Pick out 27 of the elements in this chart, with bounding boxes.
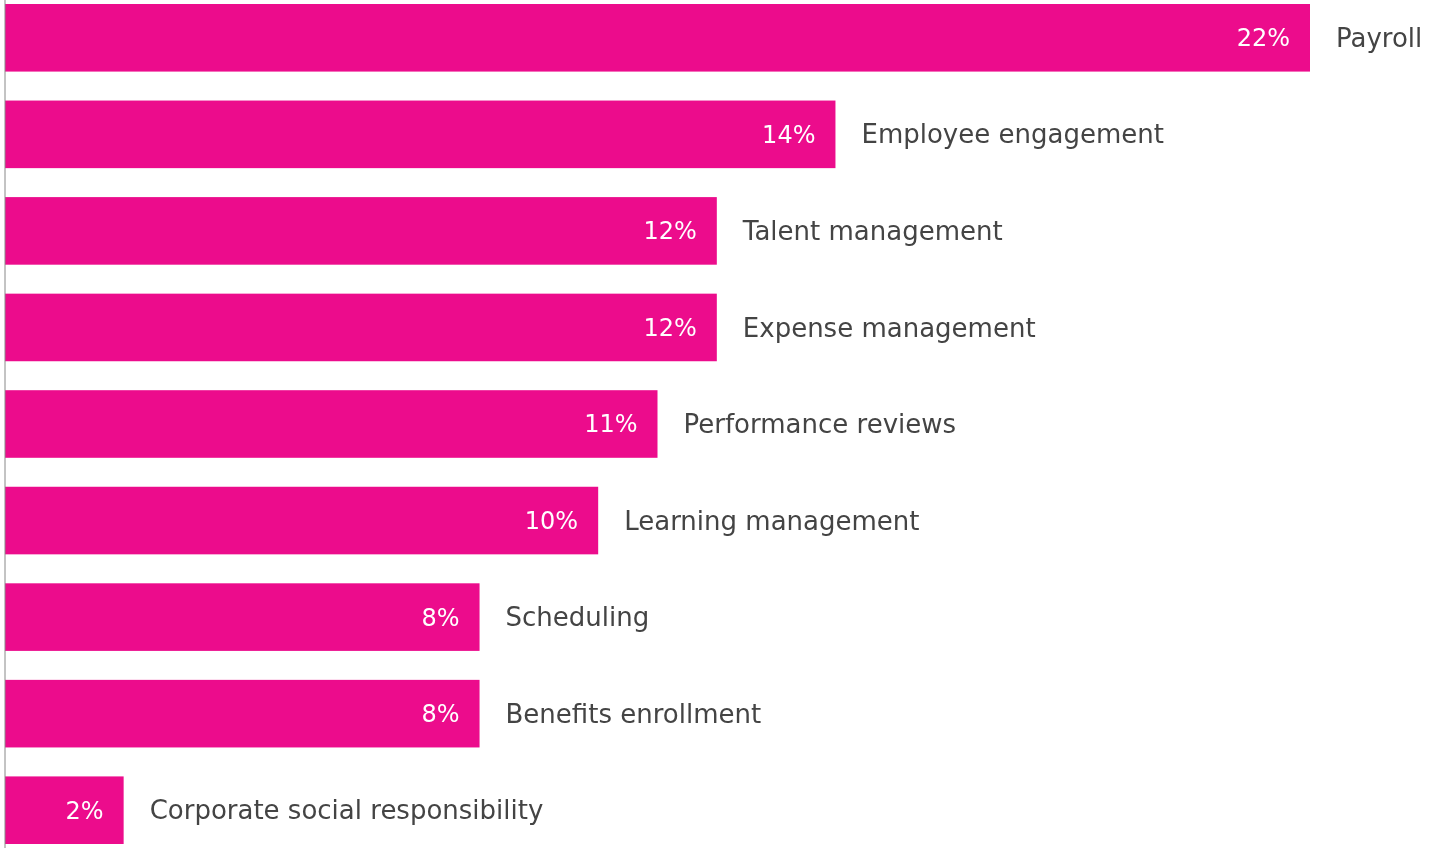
data-label: 22% bbox=[1236, 24, 1290, 53]
y-tick-label: Corporate social responsibility bbox=[149, 795, 544, 826]
data-label: 2% bbox=[65, 796, 104, 825]
data-label: 8% bbox=[421, 700, 460, 729]
bar bbox=[5, 197, 717, 265]
data-label: 10% bbox=[524, 506, 579, 535]
data-label: 12% bbox=[643, 217, 697, 246]
data-label: 8% bbox=[421, 603, 460, 632]
bar bbox=[5, 679, 480, 748]
y-tick-label: Employee engagement bbox=[861, 119, 1164, 150]
y-tick-label: Scheduling bbox=[505, 602, 650, 633]
y-tick-label: Learning management bbox=[624, 505, 920, 536]
data-label: 11% bbox=[584, 410, 638, 439]
y-tick-label: Payroll bbox=[1336, 22, 1423, 53]
bar bbox=[5, 100, 836, 169]
bar bbox=[5, 293, 717, 362]
bar bbox=[5, 776, 124, 844]
bar bbox=[5, 390, 658, 458]
data-label: 12% bbox=[643, 313, 697, 342]
bar bbox=[5, 583, 480, 651]
bar bbox=[5, 486, 599, 555]
y-tick-label: Talent management bbox=[741, 216, 1003, 246]
y-tick-label: Expense management bbox=[742, 312, 1036, 343]
y-tick-label: Performance reviews bbox=[683, 409, 957, 440]
y-tick-label: Benefits enrollment bbox=[505, 698, 762, 729]
data-label: 14% bbox=[762, 120, 816, 149]
bar bbox=[5, 4, 1310, 72]
